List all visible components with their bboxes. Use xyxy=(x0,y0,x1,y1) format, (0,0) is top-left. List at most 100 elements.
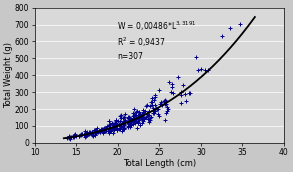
Point xyxy=(153,107,158,110)
Point xyxy=(108,127,112,129)
Point xyxy=(102,129,107,132)
Point xyxy=(67,135,71,138)
Point xyxy=(127,124,132,127)
Point xyxy=(138,112,143,115)
Point xyxy=(71,135,76,138)
Point xyxy=(65,137,70,139)
Point xyxy=(107,132,112,135)
Point xyxy=(145,112,150,115)
Point xyxy=(125,120,129,123)
Point xyxy=(82,133,87,136)
Point xyxy=(134,116,139,119)
Point xyxy=(131,112,136,115)
Point xyxy=(93,130,97,133)
Point xyxy=(122,115,126,118)
Point xyxy=(137,116,142,119)
Point xyxy=(103,127,108,130)
Point xyxy=(137,115,142,118)
Point xyxy=(117,124,121,127)
Point xyxy=(90,131,95,134)
Point xyxy=(118,114,123,116)
Point xyxy=(141,112,146,115)
Point xyxy=(194,55,198,58)
Point xyxy=(108,125,113,128)
Point xyxy=(100,132,105,135)
Point xyxy=(125,126,130,129)
Point xyxy=(141,111,146,114)
Point xyxy=(128,125,132,128)
Point xyxy=(127,122,132,125)
Point xyxy=(81,134,86,136)
Point xyxy=(138,117,143,120)
Point xyxy=(110,127,115,130)
Point xyxy=(151,99,156,102)
Point xyxy=(79,133,84,135)
Point xyxy=(145,117,150,120)
Point xyxy=(220,35,225,38)
Point xyxy=(166,108,171,110)
Point xyxy=(170,83,175,86)
Point xyxy=(67,137,72,140)
Point xyxy=(137,111,142,114)
Point xyxy=(183,93,187,96)
Point xyxy=(74,134,79,137)
Point xyxy=(71,135,75,138)
Point xyxy=(122,123,127,126)
Point xyxy=(114,119,118,122)
X-axis label: Total Length (cm): Total Length (cm) xyxy=(123,159,196,168)
Point xyxy=(152,93,157,96)
Point xyxy=(153,104,157,106)
Point xyxy=(112,122,117,125)
Point xyxy=(88,130,93,133)
Point xyxy=(187,92,192,95)
Point xyxy=(198,67,203,70)
Point xyxy=(135,114,140,116)
Point xyxy=(128,122,132,125)
Point xyxy=(146,114,151,116)
Point xyxy=(85,131,89,134)
Point xyxy=(128,122,132,125)
Point xyxy=(127,116,132,119)
Y-axis label: Total Weight (g): Total Weight (g) xyxy=(4,42,13,108)
Point xyxy=(105,129,110,132)
Point xyxy=(108,123,112,126)
Point xyxy=(130,117,135,119)
Point xyxy=(76,135,81,138)
Point xyxy=(151,107,156,110)
Point xyxy=(149,116,154,118)
Point xyxy=(115,126,120,129)
Point xyxy=(93,128,98,131)
Point xyxy=(93,132,98,135)
Point xyxy=(114,125,119,127)
Point xyxy=(117,122,122,125)
Point xyxy=(147,105,152,108)
Point xyxy=(119,122,124,125)
Point xyxy=(228,26,233,29)
Point xyxy=(83,136,88,138)
Point xyxy=(122,113,127,116)
Point xyxy=(127,116,132,119)
Point xyxy=(122,126,127,129)
Point xyxy=(94,129,99,132)
Point xyxy=(101,129,106,132)
Point xyxy=(85,134,89,137)
Point xyxy=(130,121,135,123)
Point xyxy=(98,128,103,131)
Point xyxy=(122,119,127,121)
Point xyxy=(113,125,117,128)
Point xyxy=(98,130,103,133)
Point xyxy=(109,129,113,132)
Point xyxy=(119,116,124,119)
Point xyxy=(132,117,136,120)
Point xyxy=(130,115,135,117)
Point xyxy=(93,133,98,136)
Point xyxy=(114,123,119,126)
Point xyxy=(176,75,181,78)
Point xyxy=(112,128,117,131)
Point xyxy=(147,110,152,113)
Point xyxy=(89,131,94,134)
Point xyxy=(125,115,130,118)
Point xyxy=(67,137,71,139)
Point xyxy=(100,130,105,132)
Point xyxy=(139,118,144,121)
